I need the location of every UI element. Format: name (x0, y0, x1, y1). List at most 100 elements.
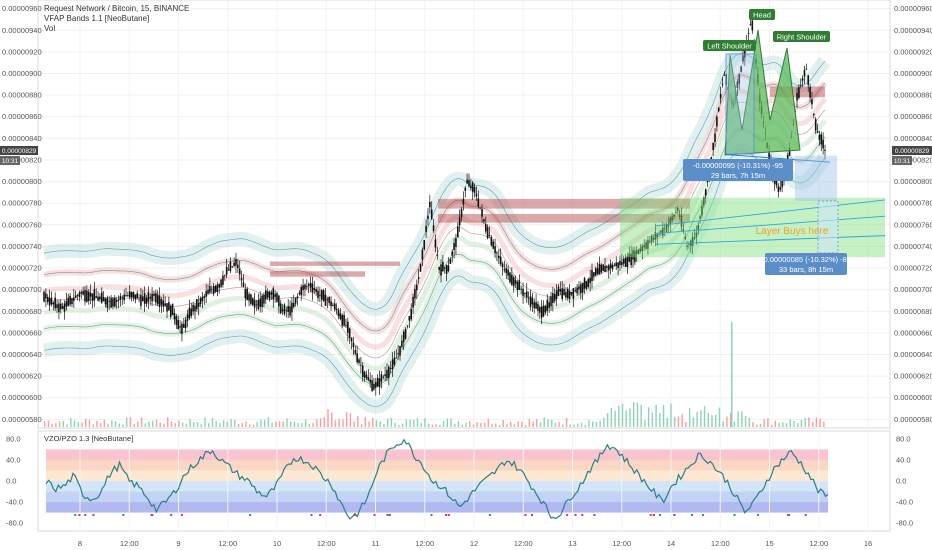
volume-bar (800, 419, 803, 427)
candle-body (488, 234, 491, 236)
y-tick-left: 0.00000620 (2, 372, 42, 381)
candle-body (87, 291, 90, 302)
candle-body (561, 288, 563, 300)
measure-tools[interactable] (795, 155, 839, 254)
candle-body (45, 293, 47, 299)
layer-buys-zone[interactable] (620, 197, 886, 258)
candle-body (443, 267, 446, 269)
volume-bar (152, 420, 154, 427)
candle-body (399, 345, 401, 356)
symbol-title: Request Network / Bitcoin, 15, BINANCE (44, 4, 190, 13)
volume-bar (215, 421, 217, 427)
measure-box (795, 155, 837, 202)
candle-body (635, 250, 638, 254)
candle-body (456, 226, 459, 238)
candle-body (214, 285, 217, 292)
svg-text:29 bars, 7h 15m: 29 bars, 7h 15m (711, 171, 765, 180)
candle-body (473, 186, 476, 193)
volume-bar (592, 421, 594, 427)
candle-body (190, 308, 193, 316)
candle-body (656, 234, 659, 238)
volume-bar (741, 411, 743, 427)
osc-tick-right: 80.0 (896, 434, 911, 443)
volume-bar (536, 419, 538, 427)
candle-body (333, 303, 336, 310)
candle-body (807, 75, 810, 85)
candle-body (257, 299, 260, 310)
candle-body (594, 268, 597, 276)
candle-body (173, 313, 176, 320)
signal-dot (574, 514, 577, 516)
signal-dot (249, 514, 252, 516)
volume-bar (476, 422, 478, 427)
band-line (43, 128, 826, 386)
volume-bar (651, 412, 654, 427)
candle-body (550, 296, 552, 307)
candle-body (244, 289, 247, 299)
candle-body (266, 291, 269, 298)
volume-bar (618, 405, 620, 427)
candle-body (703, 197, 705, 206)
volume-bar (308, 423, 311, 427)
volume-bar (662, 404, 665, 427)
candle-body (238, 268, 241, 275)
candle-body (205, 291, 207, 297)
signal-dot (74, 514, 77, 516)
volume-bar (73, 420, 76, 427)
candle-body (115, 299, 118, 302)
head-and-shoulders-pattern[interactable] (724, 29, 831, 163)
volume-bar (808, 417, 810, 427)
signal-dot (488, 514, 491, 516)
candle-body (97, 296, 99, 301)
candle-body (294, 297, 297, 304)
svg-text:0.00000829: 0.00000829 (895, 148, 930, 155)
volume-bar (480, 423, 482, 427)
candle-body (350, 337, 353, 342)
candle-body (128, 291, 131, 298)
volume-bar (439, 424, 441, 427)
volume-bar (99, 423, 102, 427)
zone (438, 214, 690, 223)
candle-body (216, 284, 219, 293)
candle-body (598, 263, 601, 275)
y-tick-left: 0.00000700 (2, 285, 42, 294)
osc-band (46, 449, 828, 460)
candle-body (723, 74, 726, 76)
candle-body (404, 328, 407, 339)
candle-body (363, 371, 366, 378)
candle-body (600, 264, 603, 273)
candle-body (676, 208, 679, 211)
candle-body (143, 293, 146, 304)
candle-body (581, 283, 584, 293)
volume-bar (249, 424, 251, 427)
candle-body (151, 293, 153, 302)
candle-body (751, 20, 754, 31)
y-tick-left: 0.00000820 (2, 155, 42, 164)
candle-body (155, 293, 157, 303)
signal-dot (170, 514, 173, 516)
signal-dot (659, 514, 662, 516)
candle-body (348, 328, 351, 338)
candle-body (108, 300, 111, 302)
candle-body (632, 249, 634, 260)
y-tick-left: 0.00000880 (2, 91, 42, 100)
candle-body (430, 209, 433, 220)
candle-body (602, 264, 604, 271)
y-tick-right: 0.00000580 (894, 415, 932, 424)
volume-bar (260, 419, 262, 427)
candle-body (261, 295, 263, 308)
candle-body (58, 303, 60, 313)
volume-bar (666, 417, 668, 427)
candle-body (440, 264, 442, 276)
volume-bar (685, 422, 687, 427)
price-pane[interactable] (37, 0, 891, 429)
y-tick-right: 0.00000780 (894, 199, 932, 208)
y-tick-right: 0.00000800 (894, 177, 932, 186)
band-line (43, 53, 826, 310)
candle-body (279, 303, 282, 314)
candle-body (237, 264, 239, 269)
volume-bar (163, 423, 165, 427)
candle-body (369, 379, 371, 383)
candle-body (494, 246, 496, 254)
